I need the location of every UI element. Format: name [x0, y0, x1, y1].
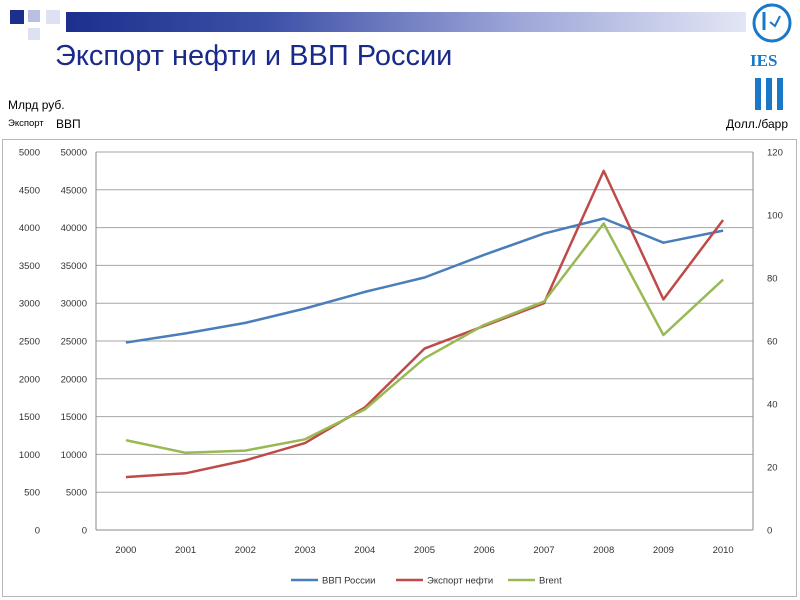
y-tick-label-gdp: 10000: [61, 450, 87, 461]
corner-squares-decoration: [6, 6, 66, 46]
right-axis-unit: Долл./барр: [726, 117, 788, 131]
y-tick-label-brent: 60: [767, 337, 778, 348]
y-tick-label-export: 2500: [19, 337, 40, 348]
series-line-1: [125, 217, 724, 344]
y-tick-label-brent: 20: [767, 463, 778, 474]
y-tick-label-export: 4000: [19, 223, 40, 234]
y-tick-label-gdp: 50000: [61, 148, 87, 159]
y-tick-label-gdp: 40000: [61, 223, 87, 234]
y-tick-label-gdp: 30000: [61, 299, 87, 310]
x-tick-label: 2004: [354, 545, 375, 556]
y-tick-label-gdp: 45000: [61, 185, 87, 196]
y-tick-label-brent: 80: [767, 274, 778, 285]
y-tick-label-gdp: 20000: [61, 374, 87, 385]
y-tick-label-export: 1500: [19, 412, 40, 423]
x-tick-label: 2003: [294, 545, 315, 556]
legend-label: Brent: [539, 576, 562, 587]
y-tick-label-export: 3000: [19, 299, 40, 310]
y-tick-label-export: 5000: [19, 148, 40, 159]
x-tick-label: 2009: [653, 545, 674, 556]
x-tick-label: 2007: [533, 545, 554, 556]
x-tick-label: 2010: [713, 545, 734, 556]
x-tick-label: 2001: [175, 545, 196, 556]
left-axis-series-label-export: Экспорт: [8, 118, 44, 129]
series-line-2: [125, 169, 725, 479]
left-axis-unit: Млрд руб.: [8, 98, 65, 112]
y-tick-label-gdp: 15000: [61, 412, 87, 423]
y-tick-label-export: 3500: [19, 261, 40, 272]
y-tick-label-gdp: 25000: [61, 337, 87, 348]
y-tick-label-gdp: 35000: [61, 261, 87, 272]
y-tick-label-export: 2000: [19, 374, 40, 385]
y-tick-label-brent: 40: [767, 400, 778, 411]
y-tick-label-brent: 100: [767, 211, 783, 222]
left-axis-series-label-gdp: ВВП: [56, 117, 81, 131]
line-chart: 0500100015002000250030003500400045005000…: [19, 148, 783, 587]
x-tick-label: 2006: [474, 545, 495, 556]
legend-label: Экспорт нефти: [427, 576, 493, 587]
legend-label: ВВП России: [322, 576, 375, 587]
x-tick-label: 2005: [414, 545, 435, 556]
chart-frame: 0 500 1000 1500 2000 2500 3000 3500 4000 4500 5000…: [2, 139, 797, 597]
y-tick-label-export: 4500: [19, 185, 40, 196]
header-gradient-bar: [66, 12, 746, 32]
y-tick-label-export: 500: [24, 488, 40, 499]
y-tick-label-export: 0: [35, 526, 40, 537]
y-tick-label-brent: 0: [767, 526, 772, 537]
ies-logo: IES: [748, 2, 798, 112]
x-tick-label: 2008: [593, 545, 614, 556]
x-tick-label: 2000: [115, 545, 136, 556]
series-line-3: [125, 222, 724, 455]
slide-title: Экспорт нефти и ВВП России: [55, 40, 453, 72]
x-tick-label: 2002: [235, 545, 256, 556]
y-tick-label-gdp: 5000: [66, 488, 87, 499]
y-tick-label-gdp: 0: [82, 526, 87, 537]
logo-text: IES: [750, 51, 777, 70]
y-tick-label-export: 1000: [19, 450, 40, 461]
y-tick-label-brent: 120: [767, 148, 783, 159]
